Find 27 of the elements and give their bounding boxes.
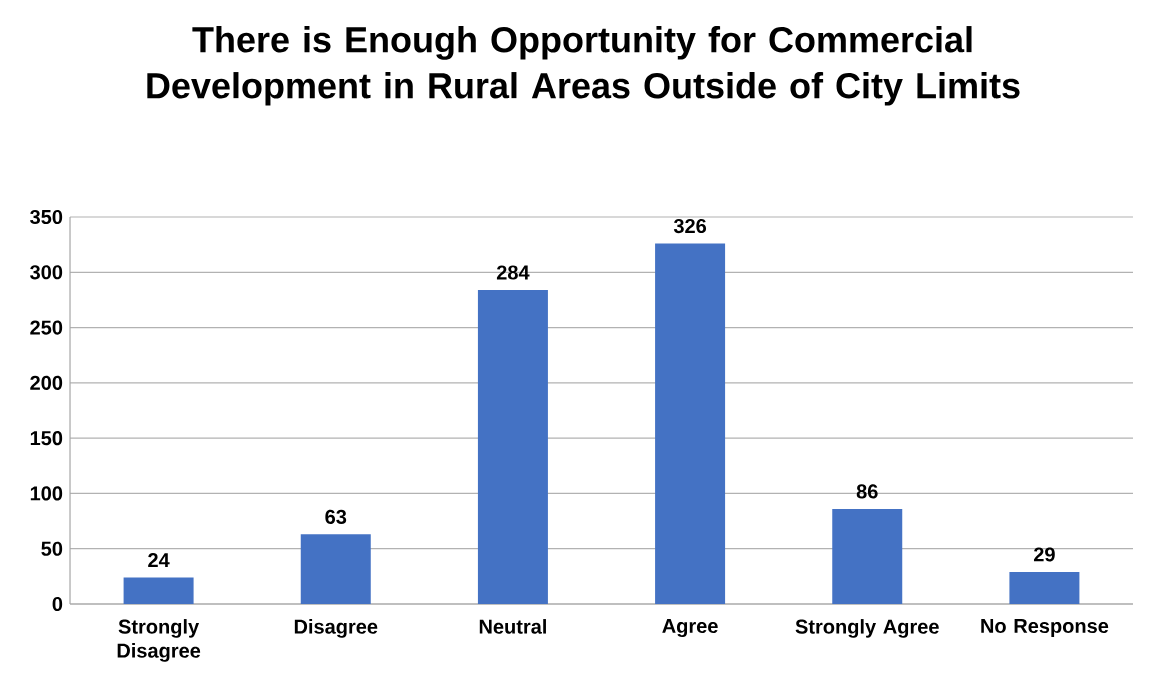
bar: [477, 289, 548, 605]
x-tick-label: Strongly Disagree: [117, 619, 201, 662]
bar: [655, 243, 726, 605]
x-tick-label: Disagree: [294, 619, 378, 638]
x-tick-label: Neutral: [479, 619, 546, 634]
data-label: 86: [856, 484, 878, 499]
bar: [832, 508, 903, 605]
x-tick-label: Agree: [662, 619, 718, 638]
y-tick-label: 200: [30, 375, 63, 390]
data-label: 63: [325, 509, 347, 524]
y-tick-label: 250: [30, 320, 63, 335]
data-label: 284: [496, 265, 530, 280]
bar: [300, 534, 371, 605]
y-tick-label: 100: [30, 486, 63, 501]
y-tick-label: 300: [30, 265, 63, 280]
data-label: 29: [1033, 547, 1055, 562]
bar: [123, 577, 194, 605]
y-tick-label: 150: [30, 431, 63, 446]
x-tick-label: No Response: [981, 619, 1109, 637]
data-label: 326: [673, 218, 707, 234]
y-tick-label: 0: [52, 596, 63, 612]
y-tick-label: 350: [30, 209, 63, 225]
chart-title: There is Enough Opportunity for Commercial Development in Rural Areas Outside of City Limits: [147, 26, 1020, 106]
bar: [1009, 571, 1080, 605]
y-tick-label: 50: [41, 541, 63, 556]
data-label: 24: [148, 553, 170, 568]
x-tick-label: Strongly Agree: [795, 619, 939, 638]
